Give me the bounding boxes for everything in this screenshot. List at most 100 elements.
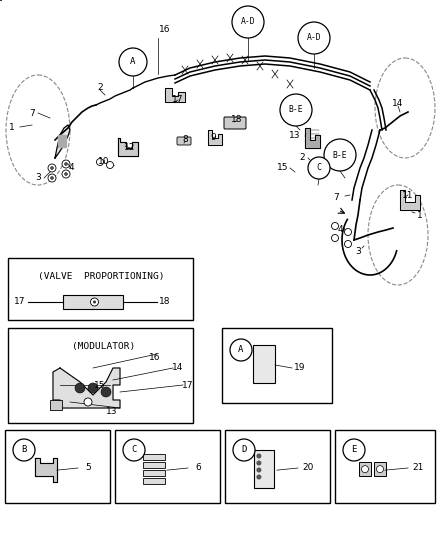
Text: 3: 3 <box>355 247 361 256</box>
Circle shape <box>256 474 261 480</box>
Bar <box>335 430 435 503</box>
Text: C: C <box>131 446 137 455</box>
Circle shape <box>232 6 264 38</box>
Text: 12: 12 <box>124 143 136 152</box>
Circle shape <box>75 383 85 393</box>
Text: 1: 1 <box>417 211 423 220</box>
Bar <box>8 328 193 423</box>
Text: 7: 7 <box>29 109 35 117</box>
FancyBboxPatch shape <box>143 454 165 460</box>
Text: A-D: A-D <box>307 34 321 43</box>
Text: 1: 1 <box>9 123 15 132</box>
Circle shape <box>332 235 339 241</box>
Circle shape <box>361 466 368 473</box>
Circle shape <box>377 466 384 473</box>
Text: A: A <box>131 58 136 67</box>
Circle shape <box>308 157 330 179</box>
FancyBboxPatch shape <box>224 117 246 129</box>
Polygon shape <box>35 458 57 482</box>
Text: B-E: B-E <box>333 150 347 159</box>
Circle shape <box>343 439 365 461</box>
Polygon shape <box>400 190 420 210</box>
Circle shape <box>298 22 330 54</box>
Text: 18: 18 <box>159 297 171 306</box>
Text: (MODULATOR): (MODULATOR) <box>72 343 135 351</box>
Circle shape <box>64 173 67 175</box>
Circle shape <box>62 160 70 168</box>
Text: 3: 3 <box>35 174 41 182</box>
FancyBboxPatch shape <box>177 137 191 145</box>
Text: 5: 5 <box>85 464 91 472</box>
Circle shape <box>84 398 92 406</box>
Text: 18: 18 <box>231 116 243 125</box>
Polygon shape <box>165 88 185 102</box>
Text: 14: 14 <box>392 100 404 109</box>
Bar <box>58 135 66 147</box>
Polygon shape <box>305 128 320 148</box>
Text: C: C <box>317 164 321 173</box>
Polygon shape <box>118 138 138 156</box>
Text: 4: 4 <box>337 225 343 235</box>
Circle shape <box>123 439 145 461</box>
Text: 17: 17 <box>172 95 184 104</box>
Text: 16: 16 <box>149 353 161 362</box>
Text: D: D <box>241 446 247 455</box>
Circle shape <box>101 387 111 397</box>
Circle shape <box>280 94 312 126</box>
Text: (VALVE  PROPORTIONING): (VALVE PROPORTIONING) <box>38 272 165 281</box>
Text: 9: 9 <box>210 133 216 142</box>
Text: A: A <box>238 345 244 354</box>
Polygon shape <box>53 368 120 408</box>
Text: 20: 20 <box>302 464 314 472</box>
Text: 17: 17 <box>14 297 26 306</box>
Polygon shape <box>55 125 70 158</box>
Polygon shape <box>208 130 222 145</box>
Circle shape <box>345 229 352 236</box>
Circle shape <box>345 240 352 247</box>
Circle shape <box>48 174 56 182</box>
Circle shape <box>230 339 252 361</box>
Text: 17: 17 <box>182 381 194 390</box>
Text: B: B <box>21 446 27 455</box>
FancyBboxPatch shape <box>143 470 165 476</box>
Text: 4: 4 <box>68 164 74 173</box>
Circle shape <box>233 439 255 461</box>
Text: 19: 19 <box>294 364 306 373</box>
FancyBboxPatch shape <box>143 462 165 468</box>
Circle shape <box>256 454 261 458</box>
Bar <box>225 430 330 503</box>
Text: 21: 21 <box>412 464 424 472</box>
Bar <box>222 328 332 403</box>
Text: E: E <box>351 446 357 455</box>
Circle shape <box>64 163 67 166</box>
Text: 6: 6 <box>195 464 201 472</box>
Circle shape <box>13 439 35 461</box>
Bar <box>5 430 110 503</box>
FancyBboxPatch shape <box>143 478 165 484</box>
FancyBboxPatch shape <box>63 295 123 309</box>
Text: 7: 7 <box>333 193 339 203</box>
Text: 13: 13 <box>289 132 301 141</box>
Bar <box>8 258 193 320</box>
Circle shape <box>332 222 339 230</box>
Circle shape <box>62 170 70 178</box>
Text: 15: 15 <box>277 164 289 173</box>
FancyBboxPatch shape <box>374 462 386 476</box>
Circle shape <box>50 176 53 180</box>
Text: 2: 2 <box>299 154 305 163</box>
Circle shape <box>96 158 103 166</box>
Circle shape <box>256 461 261 465</box>
Text: 11: 11 <box>402 190 414 199</box>
Circle shape <box>106 161 113 168</box>
Circle shape <box>48 164 56 172</box>
Circle shape <box>88 383 98 393</box>
Circle shape <box>50 166 53 169</box>
FancyBboxPatch shape <box>50 400 62 410</box>
Circle shape <box>93 301 96 303</box>
Circle shape <box>324 139 356 171</box>
FancyBboxPatch shape <box>359 462 371 476</box>
Circle shape <box>256 467 261 472</box>
Text: 14: 14 <box>172 364 184 373</box>
Circle shape <box>119 48 147 76</box>
FancyBboxPatch shape <box>253 345 275 383</box>
